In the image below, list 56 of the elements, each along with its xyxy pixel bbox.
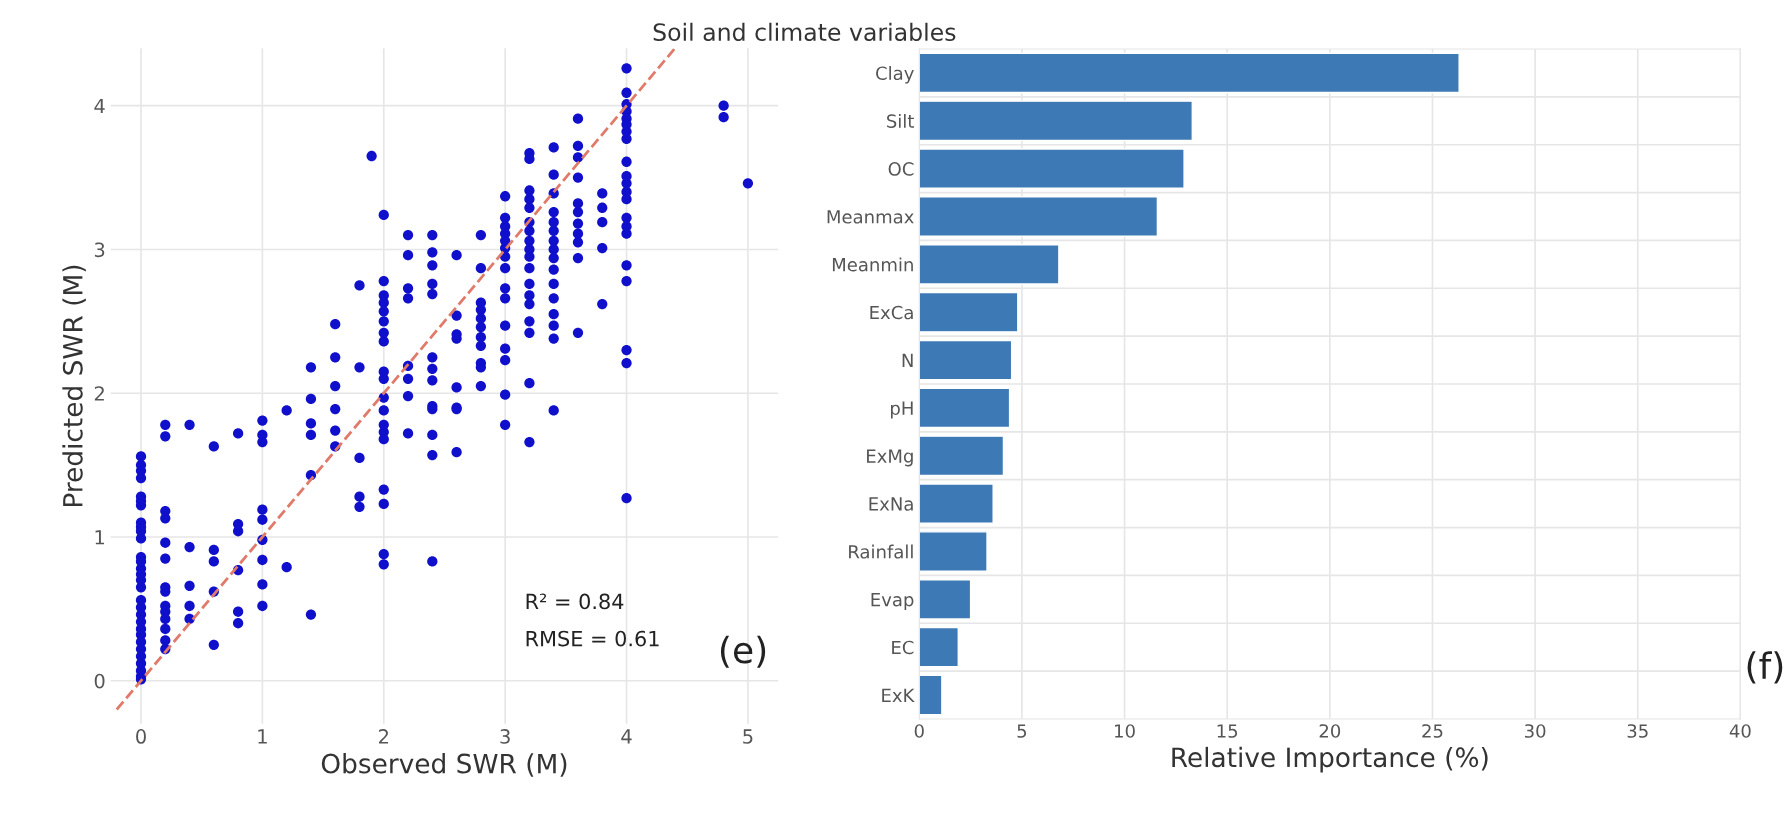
x-axis-title: Relative Importance (%) [1172, 746, 1488, 773]
y-tick-label: ExK [882, 688, 915, 702]
y-tick-label: Clay [876, 66, 914, 84]
y-tick-label: 3 [94, 242, 105, 258]
y-tick-label: Evap [871, 593, 914, 610]
bar [919, 626, 959, 668]
bar [919, 52, 1460, 94]
bar [919, 291, 1019, 333]
bar [919, 674, 943, 716]
x-tick-label: 5 [743, 729, 753, 744]
x-tick-label: 25 [1422, 724, 1443, 738]
x-tick-label: 0 [136, 729, 146, 744]
x-tick-label: 40 [1729, 724, 1751, 738]
annotation: RMSE = 0.61 [526, 630, 659, 647]
chart-title: Soil and climate variables [653, 22, 956, 42]
annotation: R² = 0.84 [526, 593, 624, 610]
y-tick-label: pH [891, 401, 913, 419]
y-tick-label: EC [892, 640, 914, 655]
y-tick-label: 4 [94, 98, 105, 114]
x-tick-label: 3 [500, 729, 510, 744]
annotation: (e) [720, 635, 766, 668]
y-tick-label: Silt [887, 113, 914, 128]
y-tick-label: 0 [94, 673, 105, 689]
x-tick-label: 0 [914, 724, 924, 738]
bar [919, 435, 1005, 477]
y-tick-label: 2 [94, 386, 104, 401]
bar [919, 339, 1013, 381]
bar [919, 579, 972, 620]
bar [919, 531, 988, 572]
bar [919, 196, 1159, 237]
y-tick-label: Rainfall [849, 544, 913, 559]
y-tick-label: Meanmax [827, 210, 914, 224]
y-tick-label: ExNa [869, 497, 913, 511]
bar [919, 483, 994, 524]
bar [919, 244, 1060, 285]
x-tick-label: 20 [1319, 724, 1341, 738]
y-tick-label: OC [888, 162, 914, 176]
bar [919, 387, 1011, 429]
y-tick-label: 1 [95, 530, 105, 545]
x-tick-label: 2 [379, 729, 389, 744]
x-tick-label: 30 [1524, 724, 1546, 738]
x-tick-label: 15 [1217, 724, 1238, 738]
bar [919, 100, 1193, 142]
x-tick-label: 35 [1627, 724, 1648, 738]
x-tick-label: 5 [1017, 724, 1027, 738]
y-tick-label: ExMg [867, 449, 913, 467]
y-tick-label: Meanmin [832, 257, 913, 272]
y-axis-title: Predicted SWR (M) [62, 265, 86, 507]
x-tick-label: 4 [621, 729, 632, 744]
y-tick-label: ExCa [870, 305, 913, 320]
x-tick-label: 1 [258, 729, 267, 744]
bar [919, 148, 1185, 189]
x-tick-label: 10 [1115, 724, 1135, 738]
text: (f) [1747, 651, 1783, 684]
x-axis-title: Observed SWR (M) [321, 753, 567, 777]
y-tick-label: N [902, 353, 913, 367]
